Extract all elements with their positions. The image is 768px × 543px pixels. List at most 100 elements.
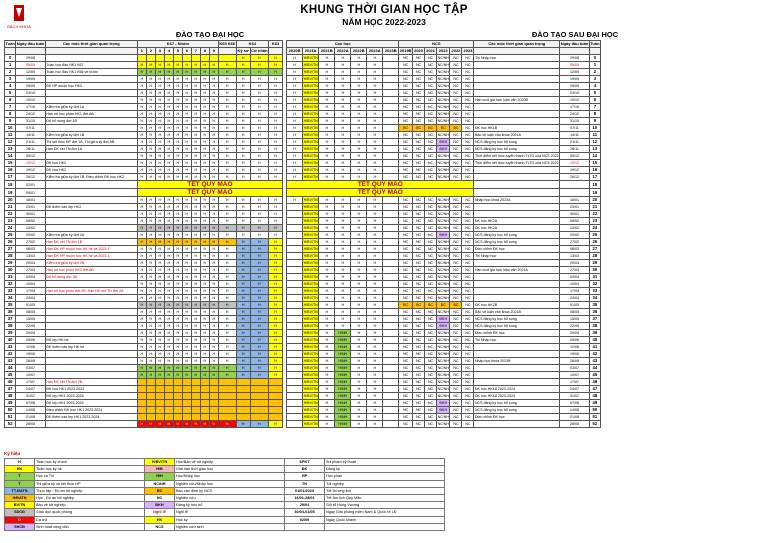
group-cell: H bbox=[163, 315, 174, 323]
ncs-cell: NC bbox=[449, 117, 463, 125]
right-date: 19/12 bbox=[559, 166, 590, 174]
group-cell: H bbox=[172, 294, 183, 302]
grad-cell bbox=[382, 173, 400, 181]
right-week-number: 29 bbox=[588, 259, 602, 267]
group-cell bbox=[190, 378, 201, 386]
right-milestone: NCS đăng ký học bổ sung bbox=[473, 315, 561, 323]
milestone: Hạn ĐK HP muộn học HK hè và 2023-1 bbox=[44, 252, 138, 260]
grad-cell: H bbox=[318, 75, 336, 83]
grad-cell: H bbox=[334, 138, 352, 146]
k66-cell: H bbox=[217, 166, 237, 174]
grad-cell: H bbox=[350, 138, 368, 146]
group-cell: H bbox=[181, 301, 192, 309]
week-row: 18 02/01 TẾT QUÝ MÃO TẾT QUÝ MÃO 18 bbox=[3, 180, 602, 189]
week-row: 20 16/01 H H H H H H H H H H H H H H H/BV/TN H H H H NC NC NC NC… bbox=[3, 196, 602, 204]
grad-cell: H bbox=[334, 217, 352, 225]
milestone: Kiểm tra giữa kỳ đợt 1B, Điều chỉnh ĐK h… bbox=[44, 173, 138, 181]
right-week-number: 51 bbox=[588, 413, 602, 421]
right-week-number: 25 bbox=[588, 231, 602, 239]
grad-cell bbox=[382, 138, 400, 146]
week-row: 37 15/05 H H H H H H H H H H H H H H/BV/TN H H H H NC NC NC ĐKH… bbox=[3, 315, 602, 323]
grad-cell: H bbox=[318, 173, 336, 181]
right-date: 13/02 bbox=[559, 224, 590, 232]
group-cell: H bbox=[163, 203, 174, 211]
ncs-cell: NC bbox=[424, 322, 438, 330]
group-cell: H bbox=[172, 224, 183, 232]
group-cell: H bbox=[199, 245, 210, 253]
ncs-cell: NC bbox=[412, 89, 426, 97]
group-cell: H bbox=[136, 103, 147, 111]
k64-bach-cell: H bbox=[249, 145, 270, 153]
group-cell: H bbox=[145, 343, 156, 351]
right-date: 24/07 bbox=[559, 385, 590, 393]
right-date: 05/12 bbox=[559, 152, 590, 160]
right-week-number: 15 bbox=[588, 159, 602, 167]
week-row: 52 28/08 H H H H H H H H H H H H H H/BV/TN H H/NH H H NC NC NC… bbox=[3, 420, 602, 428]
grad-cell bbox=[286, 371, 304, 379]
ncs-cell: NC bbox=[424, 294, 438, 302]
week-number: 34 bbox=[3, 294, 17, 302]
ncs-cell: NC bbox=[449, 61, 463, 69]
grad-cell: H bbox=[366, 322, 384, 330]
k64-eng-cell: H bbox=[235, 231, 251, 239]
grad-cell: H bbox=[366, 68, 384, 76]
week-start-date: 26/12 bbox=[15, 173, 46, 181]
grad-cell: H bbox=[286, 152, 304, 160]
milestone bbox=[44, 420, 138, 428]
grad-cell: H bbox=[286, 159, 304, 167]
k63-cell: H bbox=[268, 75, 284, 83]
group-cell: H bbox=[136, 245, 147, 253]
k66-cell bbox=[217, 378, 237, 386]
ncs-cell: NC bbox=[412, 294, 426, 302]
k63-cell: H bbox=[268, 152, 284, 160]
group-cell: H bbox=[172, 357, 183, 365]
group-cell: H bbox=[145, 315, 156, 323]
right-week-number: 36 bbox=[588, 308, 602, 316]
group-cell: H bbox=[136, 145, 147, 153]
group-cell: H bbox=[190, 131, 201, 139]
group-cell: H bbox=[136, 287, 147, 295]
group-cell: H bbox=[154, 329, 165, 337]
week-number: 36 bbox=[3, 308, 17, 316]
week-row: 47 24/07 ĐK học HK1 2023-2024 H/BV/TN H H/NH H… bbox=[3, 385, 602, 393]
grad-cell: H/BV/TN bbox=[302, 238, 320, 246]
group-cell: H bbox=[136, 315, 147, 323]
group-cell: H bbox=[136, 252, 147, 260]
grad-cell: H bbox=[286, 166, 304, 174]
k64-bach-cell: H bbox=[249, 350, 270, 358]
k66-cell: H bbox=[217, 203, 237, 211]
right-week-number: 17 bbox=[588, 173, 602, 181]
legend-key: 01/01/2023 bbox=[284, 486, 325, 495]
milestone: ĐK học HK2 bbox=[44, 159, 138, 167]
group-cell: H bbox=[190, 315, 201, 323]
k64-bach-cell: H bbox=[249, 259, 270, 267]
group-cell bbox=[154, 385, 165, 393]
group-cell bbox=[181, 392, 192, 400]
week-start-date: 28/08 bbox=[15, 420, 46, 428]
ncs-cell: NC bbox=[461, 392, 475, 400]
right-week-number: 32 bbox=[588, 280, 602, 288]
grad-cell: H bbox=[334, 315, 352, 323]
grad-cell: H bbox=[318, 350, 336, 358]
ncs-cell: NC bbox=[449, 392, 463, 400]
ncs-cell: NC bbox=[461, 287, 475, 295]
grad-cell: H bbox=[350, 75, 368, 83]
week-start-date: 17/04 bbox=[15, 287, 46, 295]
right-date: 17/10 bbox=[559, 103, 590, 111]
group-cell: H bbox=[136, 371, 147, 379]
ncs-cell: ĐKH bbox=[436, 322, 451, 330]
ncs-cell: NC bbox=[424, 350, 438, 358]
week-start-date: 05/12 bbox=[15, 152, 46, 160]
grad-cell: H bbox=[318, 322, 336, 330]
group-cell: H bbox=[181, 322, 192, 330]
ncs-cell: NC bbox=[398, 308, 414, 316]
grad-cell bbox=[286, 231, 304, 239]
ncs-cell: NC bbox=[398, 315, 414, 323]
group-cell: H bbox=[154, 280, 165, 288]
right-date: 03/10 bbox=[559, 89, 590, 97]
grad-cell: H bbox=[318, 89, 336, 97]
k64-bach-cell: H bbox=[249, 287, 270, 295]
group-cell: H bbox=[136, 68, 147, 76]
ncs-cell: NC bbox=[449, 350, 463, 358]
right-milestone bbox=[473, 287, 561, 295]
